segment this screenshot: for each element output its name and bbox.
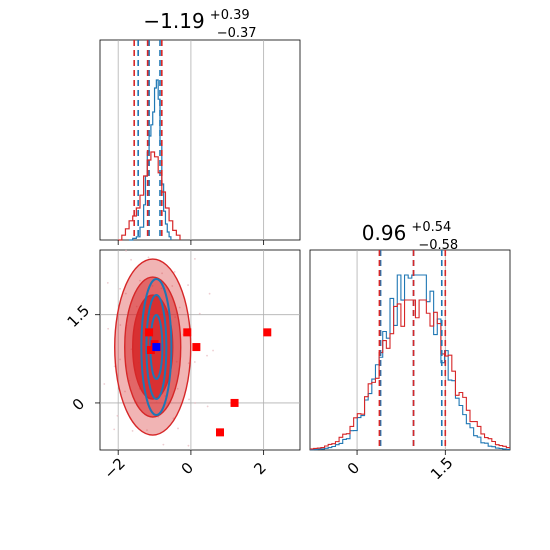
title-2-value: 0.96 [362, 221, 407, 245]
scatter-point [146, 346, 155, 354]
sample-dot [124, 292, 127, 295]
sample-dot [119, 324, 122, 326]
sample-dot [171, 285, 174, 287]
scatter-point [145, 328, 154, 337]
x-tick-label: 0 [344, 459, 363, 478]
sample-dot [208, 292, 211, 295]
hist-step-right [310, 274, 510, 451]
sample-dot [176, 387, 179, 390]
scatter-point [183, 328, 192, 337]
sample-dot [188, 398, 190, 401]
sample-dot [177, 427, 179, 430]
sample-dot [187, 284, 189, 286]
title-2-plus: +0.54 [411, 220, 451, 235]
marginal-title-2: 0.96 +0.54 −0.58 [362, 216, 458, 253]
sample-dot [162, 443, 165, 446]
sample-dot [161, 272, 163, 275]
sample-dot [178, 306, 181, 309]
marginal-hist-1 [118, 40, 181, 241]
highlight-point [152, 343, 161, 352]
sample-dot [172, 417, 175, 420]
x-tick-label: 1.5 [427, 454, 457, 484]
title-1-minus: −0.37 [217, 26, 257, 41]
title-2-minus: −0.58 [418, 238, 458, 253]
scatter-point [263, 328, 272, 337]
scatter-point [192, 343, 201, 352]
scatter-point [230, 398, 239, 407]
y-tick-label: 0 [69, 395, 88, 414]
marginal-title-1: −1.19 +0.39 −0.37 [143, 4, 256, 41]
sample-dot [130, 258, 132, 261]
sample-dot [146, 429, 148, 432]
title-1-value: −1.19 [143, 9, 204, 33]
scatter-point [216, 428, 224, 437]
sample-dot [193, 361, 196, 363]
sample-dot [187, 362, 190, 365]
marginal-hist-2-frame [309, 249, 511, 451]
contour-level-blue [140, 278, 173, 417]
hist-step-1 [118, 151, 181, 241]
sample-dot [124, 390, 126, 393]
sample-dot [113, 428, 116, 431]
sample-dot [107, 327, 110, 330]
x-tick-label: −2 [100, 454, 128, 482]
sample-dot [119, 358, 121, 361]
hist-step-0 [129, 79, 172, 241]
sample-dot [103, 383, 106, 385]
sample-dot [139, 279, 141, 282]
sample-dot [198, 312, 201, 315]
sample-dot [147, 256, 150, 259]
sample-dot [116, 414, 119, 417]
sample-dot [206, 405, 209, 408]
sample-dot [206, 354, 208, 357]
sample-dot [194, 257, 196, 260]
sample-dot [106, 281, 109, 284]
sample-dot [187, 444, 190, 447]
x-tick-label: 2 [250, 459, 269, 478]
sample-dot [173, 271, 176, 273]
sample-dot [194, 402, 196, 404]
marginal-hist-2 [310, 250, 510, 451]
x-tick-label: 0 [178, 459, 197, 478]
joint-scatter [103, 249, 272, 447]
y-tick-label: 1.5 [64, 301, 94, 331]
hist-step-right [310, 299, 510, 450]
sample-dot [119, 287, 121, 290]
sample-dot [131, 430, 134, 432]
title-1-plus: +0.39 [210, 8, 250, 23]
marginal-hist-1-frame [99, 39, 301, 241]
contour-level-blue [145, 294, 168, 401]
sample-dot [125, 249, 127, 252]
sample-dot [212, 349, 214, 352]
